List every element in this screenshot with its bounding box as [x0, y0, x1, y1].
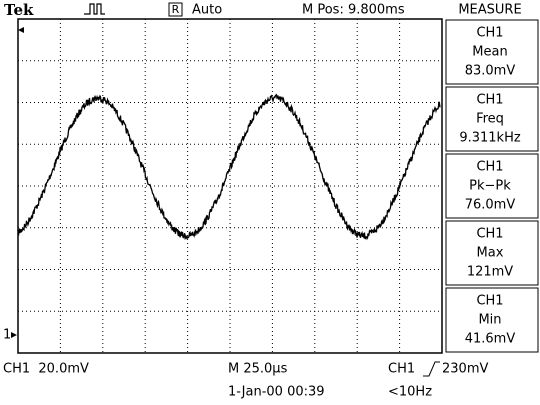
channel-scale: CH1 20.0mV [3, 362, 89, 377]
measure-label: Freq [476, 112, 504, 127]
brand: Tek [4, 1, 34, 19]
measure-label: Mean [472, 45, 507, 60]
channel-arrow [11, 332, 17, 338]
measure-source: CH1 [476, 227, 503, 242]
trigger-mode: Auto [192, 3, 222, 18]
measure-source: CH1 [476, 160, 503, 175]
measure-box [445, 153, 539, 219]
measure-value: 9.311kHz [459, 131, 521, 146]
position: M Pos: 9.800ms [302, 3, 405, 18]
measure-panel: CH1 Mean 83.0mV CH1 Freq 9.311kHz CH1 Pk−Pk 76.0… [445, 19, 539, 353]
channel-marker: 1 [3, 328, 11, 343]
measure-value: 121mV [467, 265, 513, 280]
date-time: 1-Jan-00 00:39 [228, 385, 325, 400]
timebase: M 25.0µs [228, 362, 288, 377]
measure-label: Min [478, 313, 501, 328]
measure-value: 83.0mV [465, 64, 516, 79]
screen-frame [17, 18, 443, 354]
waveform [17, 93, 441, 241]
measure-source: CH1 [476, 93, 503, 108]
measure-source: CH1 [476, 294, 503, 309]
trigger-slope [423, 361, 440, 377]
measure-box [445, 287, 539, 353]
trigger-level: 230mV [442, 362, 488, 377]
trigger-source: CH1 [388, 362, 415, 377]
measure-label: Pk−Pk [469, 179, 511, 194]
measure-label: Max [477, 246, 504, 261]
measure-box [445, 86, 539, 152]
trigger-icon [84, 3, 105, 15]
graticule [18, 19, 442, 353]
measure-value: 41.6mV [465, 332, 516, 347]
trigger-frequency: <10Hz [388, 385, 432, 400]
measure-title: MEASURE [458, 3, 521, 18]
run-mode: R [172, 3, 180, 16]
measure-box [445, 19, 539, 85]
trigger-level-marker [18, 27, 24, 33]
run-mode-box [168, 2, 183, 17]
measure-value: 76.0mV [465, 198, 516, 213]
measure-box [445, 220, 539, 286]
measure-source: CH1 [476, 26, 503, 41]
